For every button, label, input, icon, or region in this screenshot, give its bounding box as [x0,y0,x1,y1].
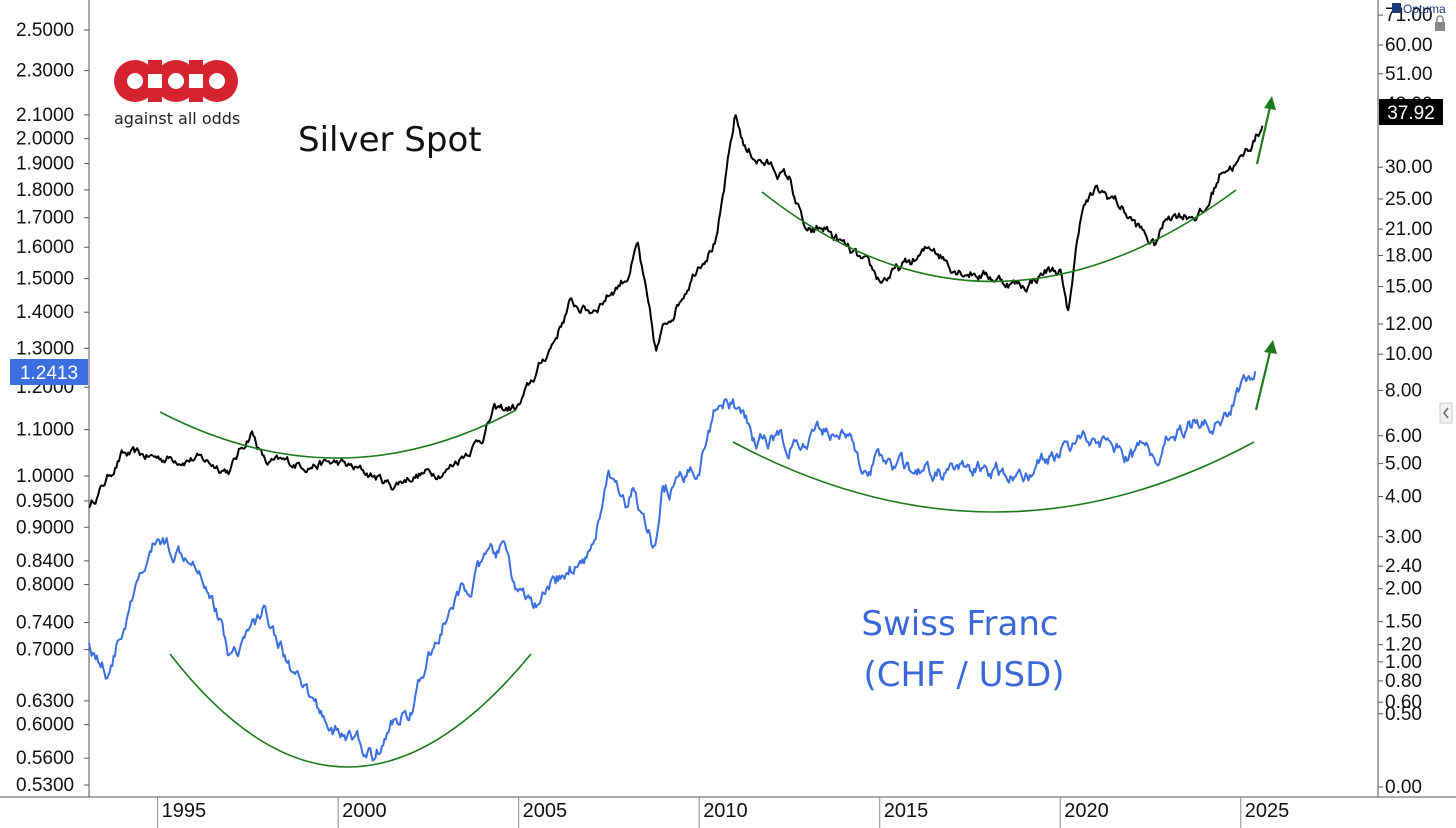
right-tick-label: 2.00 [1385,579,1422,600]
against-all-odds-logo: against all odds [114,60,240,128]
right-tick-label: 60.00 [1385,35,1433,56]
right-tick-label: 0.00 [1385,777,1422,798]
left-tick-label: 1.9000 [16,154,74,175]
silver-spot-title: Silver Spot [298,120,482,160]
silver-saucer-1990s [159,409,517,459]
optuma-icon [1392,3,1401,13]
left-tick-label: 1.1000 [16,420,74,441]
lock-icon[interactable] [1435,15,1445,31]
silver-last-value-badge: 37.92 [1379,99,1443,125]
chf-last-value-badge: 1.2413 [10,359,88,385]
optuma-label: Optuma [1403,2,1446,16]
left-tick-label: 2.0000 [16,129,74,150]
chf-breakout-arrow [1254,351,1272,411]
x-tick-label: 2005 [523,800,568,822]
right-tick-label: 12.00 [1385,314,1433,335]
left-tick-label: 1.4000 [16,302,74,323]
right-tick-label: 18.00 [1385,246,1433,267]
swiss-franc-subtitle: (CHF / USD) [863,655,1064,695]
breakout-arrows [1254,96,1277,411]
left-tick-label: 0.7400 [16,613,74,634]
x-axis-ticks: 1995 2000 2005 2010 2015 2020 2025 [157,797,1290,828]
logo-text: against all odds [114,109,240,128]
right-tick-label: 1.20 [1385,635,1422,656]
left-tick-label: 1.6000 [16,237,74,258]
left-tick-label: 1.8000 [16,180,74,201]
x-tick-label: 2000 [342,800,387,822]
right-tick-label: 10.00 [1385,344,1433,365]
silver-arrow-head [1264,96,1276,110]
left-tick-label: 1.7000 [16,208,74,229]
left-axis-ticks: 2.5000 2.3000 2.1000 2.0000 1.9000 1.8000 1.70… [16,20,89,796]
swiss-franc-title: Swiss Franc [861,604,1058,644]
x-tick-label: 2015 [884,800,929,822]
left-tick-label: 1.0000 [16,466,74,487]
logo-mark [114,60,238,102]
silver-last-value: 37.92 [1387,103,1435,124]
series-layer [88,114,1264,762]
left-tick-label: 0.8000 [16,575,74,596]
x-tick-label: 2010 [703,800,748,822]
right-tick-label: 3.00 [1385,527,1422,548]
silver-spot-line [88,114,1264,509]
right-tick-label: 1.00 [1385,652,1422,673]
left-tick-label: 0.7000 [16,640,74,661]
left-tick-label: 0.9000 [16,517,74,538]
left-tick-label: 1.3000 [16,338,74,359]
right-tick-label: 15.00 [1385,277,1433,298]
chf-last-value: 1.2413 [20,363,78,384]
chf-saucer-1990s [169,653,532,768]
left-tick-label: 0.6300 [16,691,74,712]
silver-breakout-arrow [1255,106,1272,165]
x-tick-label: 2025 [1245,800,1290,822]
right-tick-label: 2.40 [1385,556,1422,577]
right-tick-label: 6.00 [1385,426,1422,447]
right-tick-label: 0.50 [1385,704,1422,725]
right-axis-ticks: 71.0060.0051.0043.0030.0025.0021.0018.00… [1378,5,1433,798]
silver-last-value-box [1379,99,1443,125]
right-tick-label: 0.60 [1385,692,1422,713]
swiss-franc-line [88,371,1257,762]
right-tick-label: 0.80 [1385,671,1422,692]
left-tick-label: 2.5000 [16,20,74,41]
left-tick-label: 0.8400 [16,551,74,572]
chf-saucer-2010s [732,441,1255,513]
chf-last-value-box [10,359,88,385]
left-tick-label: 0.5600 [16,748,74,769]
left-tick-label: 0.9500 [16,491,74,512]
silver-saucer-2010s [761,189,1237,283]
right-tick-label: 25.00 [1385,189,1433,210]
optuma-watermark: Optuma [1392,2,1446,16]
x-tick-label: 1995 [162,800,207,822]
right-tick-label: 4.00 [1385,487,1422,508]
right-tick-label: 8.00 [1385,380,1422,401]
chf-arrow-head [1264,340,1277,354]
collapse-panel-icon[interactable] [1439,402,1453,424]
left-tick-label: 2.1000 [16,105,74,126]
saucer-annotations [159,189,1255,768]
right-tick-label: 51.00 [1385,64,1433,85]
right-tick-label: 5.00 [1385,454,1422,475]
left-tick-label: 0.6000 [16,715,74,736]
left-tick-label: 2.3000 [16,61,74,82]
left-tick-label: 0.5300 [16,775,74,796]
right-tick-label: 1.50 [1385,612,1422,633]
right-tick-label: 21.00 [1385,219,1433,240]
left-tick-label: 1.5000 [16,269,74,290]
x-tick-label: 2020 [1064,800,1109,822]
right-tick-label: 30.00 [1385,157,1433,178]
